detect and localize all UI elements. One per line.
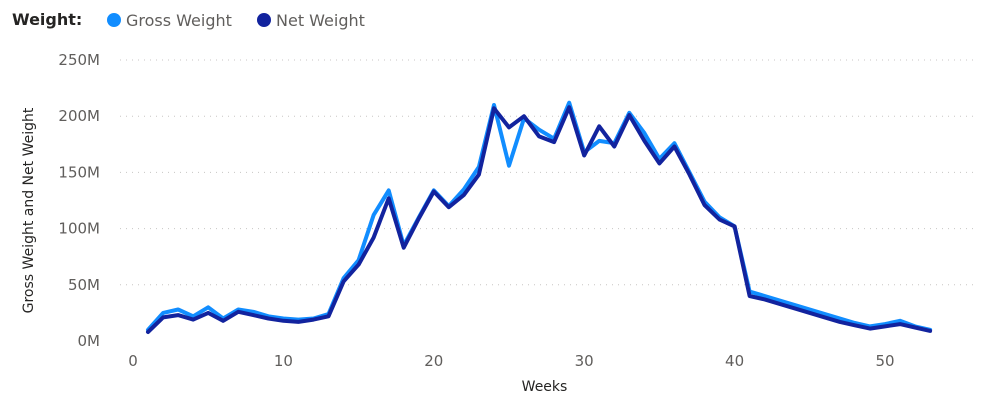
y-tick-label: 0M [78,332,101,350]
y-axis: 0M 50M 100M 150M 200M 250M [58,51,100,350]
legend-label-1: Net Weight [276,11,365,30]
x-tick-label: 50 [875,352,894,370]
y-tick-label: 250M [58,51,100,69]
series-line-1 [146,105,933,334]
gridlines [120,59,975,286]
legend-label-0: Gross Weight [126,11,232,30]
legend: Weight: Gross Weight Net Weight [12,10,365,30]
x-tick-label: 20 [424,352,443,370]
legend-title: Weight: [12,10,82,29]
series-line-0 [146,100,933,332]
y-axis-label: Gross Weight and Net Weight [21,107,37,313]
y-tick-label: 150M [58,163,100,181]
x-axis: 0 10 20 30 40 50 [128,352,894,370]
plot-area [146,100,933,334]
y-tick-label: 50M [68,276,100,294]
y-tick-label: 200M [58,107,100,125]
x-tick-label: 40 [725,352,744,370]
legend-marker-0 [107,13,121,27]
x-tick-label: 30 [575,352,594,370]
y-tick-label: 100M [58,220,100,238]
x-axis-label: Weeks [522,379,568,395]
x-tick-label: 0 [128,352,138,370]
x-tick-label: 10 [274,352,293,370]
legend-marker-1 [257,13,271,27]
